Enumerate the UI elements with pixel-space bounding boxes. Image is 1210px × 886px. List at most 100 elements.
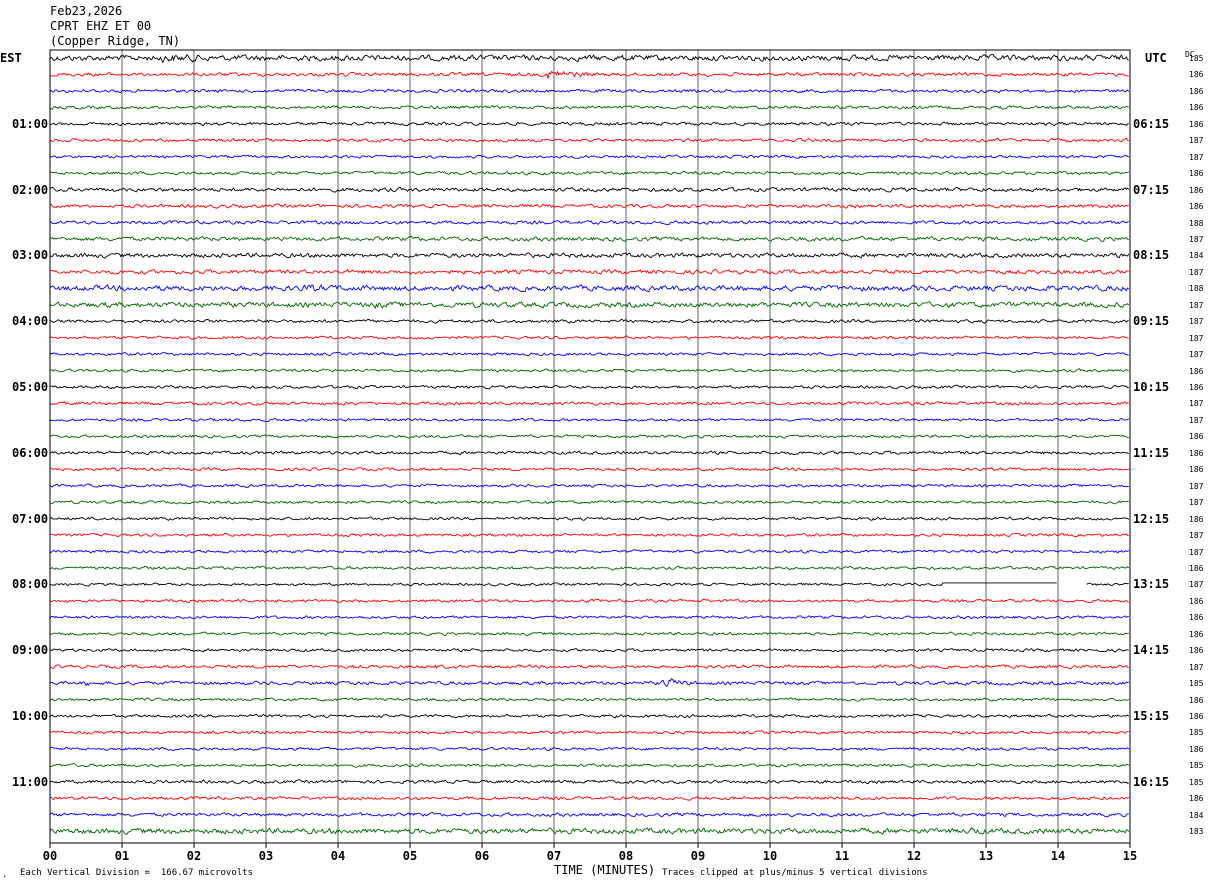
trace-row-29: [49, 532, 1129, 538]
trace-row-32: [49, 582, 1129, 587]
x-tick-label: 08: [619, 849, 633, 863]
trace-row-2: [49, 88, 1130, 94]
dc-offset-value: 187: [1189, 317, 1204, 327]
dc-offset-value: 186: [1189, 465, 1204, 475]
dc-offset-value: 186: [1189, 794, 1204, 804]
plot-frame: [49, 49, 1131, 844]
right-hour-label: 12:15: [1133, 511, 1170, 526]
scale-note: Each Vertical Division = 166.67 microvol…: [20, 868, 253, 878]
trace-row-33: [49, 598, 1129, 604]
dc-offset-value: 187: [1189, 662, 1204, 672]
left-hour-label: 01:00: [12, 116, 49, 131]
trace-row-31: [49, 565, 1130, 571]
minute-grid: [121, 50, 1059, 843]
left-hour-label: 10:00: [12, 709, 49, 723]
right-hour-label: 08:15: [1133, 248, 1170, 263]
x-tick-label: 13: [979, 849, 993, 863]
right-hour-label: 09:15: [1133, 314, 1170, 329]
dc-offset-value: 185: [1189, 777, 1204, 787]
dc-offset-value: 186: [1189, 613, 1204, 623]
trace-row-9: [49, 203, 1129, 209]
trace-row-23: [49, 434, 1129, 439]
dc-offset-value: 185: [1189, 54, 1204, 63]
dc-offset-value: 186: [1189, 629, 1204, 639]
dc-offset-value: 186: [1189, 169, 1204, 179]
x-tick-label: 15: [1123, 849, 1137, 863]
trace-row-27: [49, 499, 1129, 505]
left-hour-label: 11:00: [12, 774, 49, 789]
trace-row-11: [49, 235, 1129, 242]
trace-row-6: [49, 154, 1130, 159]
right-hour-label: 14:15: [1133, 643, 1170, 658]
dc-offset-value: 186: [1189, 712, 1204, 721]
trace-row-13: [50, 268, 1129, 275]
left-hour-label: 08:00: [12, 577, 49, 592]
right-hour-label: 16:15: [1133, 774, 1170, 789]
dc-offset-value: 187: [1189, 267, 1204, 277]
corner-mark: .: [2, 870, 8, 880]
trace-row-46: [49, 812, 1129, 818]
dc-offset-value: 187: [1189, 333, 1204, 343]
x-tick-label: 14: [1051, 849, 1065, 863]
dc-offset-value: 186: [1189, 366, 1204, 376]
x-tick-label: 01: [115, 849, 129, 863]
trace-row-16: [49, 318, 1129, 324]
dc-offset-value: 186: [1189, 432, 1204, 442]
dc-header: DC: [1185, 50, 1195, 59]
trace-row-7: [49, 170, 1130, 176]
dc-offset-value: 186: [1189, 695, 1204, 705]
x-axis-title: TIME (MINUTES): [554, 863, 656, 877]
x-tick-label: 12: [907, 849, 921, 863]
x-tick-label: 07: [547, 849, 561, 863]
right-hour-label: 15:15: [1133, 709, 1170, 723]
x-tick-label: 05: [403, 849, 417, 863]
trace-row-14: [49, 284, 1130, 293]
station-label: CPRT EHZ ET 00: [50, 19, 152, 33]
dc-offset-value: 186: [1189, 70, 1204, 80]
x-tick-label: 03: [259, 849, 273, 863]
left-hour-label: 06:00: [12, 445, 49, 460]
dc-offset-value: 186: [1189, 646, 1204, 656]
trace-row-24: [49, 450, 1130, 456]
dc-offset-value: 185: [1189, 761, 1204, 771]
dc-offset-value: 186: [1189, 185, 1204, 195]
dc-offset-value: 186: [1189, 103, 1204, 113]
trace-row-20: [49, 384, 1129, 390]
dc-offset-value: 186: [1189, 448, 1204, 458]
trace-row-5: [49, 137, 1129, 143]
dc-offset-value: 184: [1189, 251, 1204, 261]
right-hour-label: 06:15: [1133, 116, 1170, 131]
right-hour-label: 07:15: [1133, 182, 1170, 197]
trace-row-37: [49, 664, 1129, 670]
trace-row-19: [49, 368, 1129, 373]
dc-offset-value: 186: [1189, 514, 1204, 524]
x-tick-label: 04: [331, 849, 345, 863]
dc-offset-value: 185: [1189, 679, 1204, 689]
left-hour-label: 03:00: [12, 248, 49, 263]
trace-row-26: [49, 483, 1129, 489]
dc-offset-value: 187: [1189, 415, 1204, 425]
dc-offset-value: 184: [1189, 810, 1204, 820]
dc-offset-value: 186: [1189, 596, 1204, 606]
dc-offset-value: 187: [1189, 580, 1204, 590]
clip-note: Traces clipped at plus/minus 5 vertical …: [662, 868, 928, 878]
x-tick-label: 06: [475, 849, 489, 863]
left-hour-label: 02:00: [12, 182, 49, 197]
trace-row-39: [49, 697, 1130, 702]
dc-offset-value: 187: [1189, 350, 1204, 360]
dc-offset-value: 187: [1189, 481, 1204, 491]
trace-row-47: [49, 826, 1130, 835]
dc-offset-value: 188: [1189, 218, 1204, 228]
trace-row-22: [49, 417, 1130, 423]
trace-row-36: [49, 648, 1129, 653]
trace-row-34: [49, 615, 1129, 620]
dc-offset-value: 187: [1189, 136, 1204, 146]
right-hour-label: UTC: [1145, 51, 1167, 65]
trace-row-0: [49, 54, 1129, 64]
trace-row-8: [49, 186, 1130, 193]
date-label: Feb23,2026: [50, 4, 123, 18]
trace-row-12: [49, 252, 1130, 259]
dc-offset-value: 185: [1189, 728, 1204, 738]
trace-row-42: [49, 746, 1130, 752]
